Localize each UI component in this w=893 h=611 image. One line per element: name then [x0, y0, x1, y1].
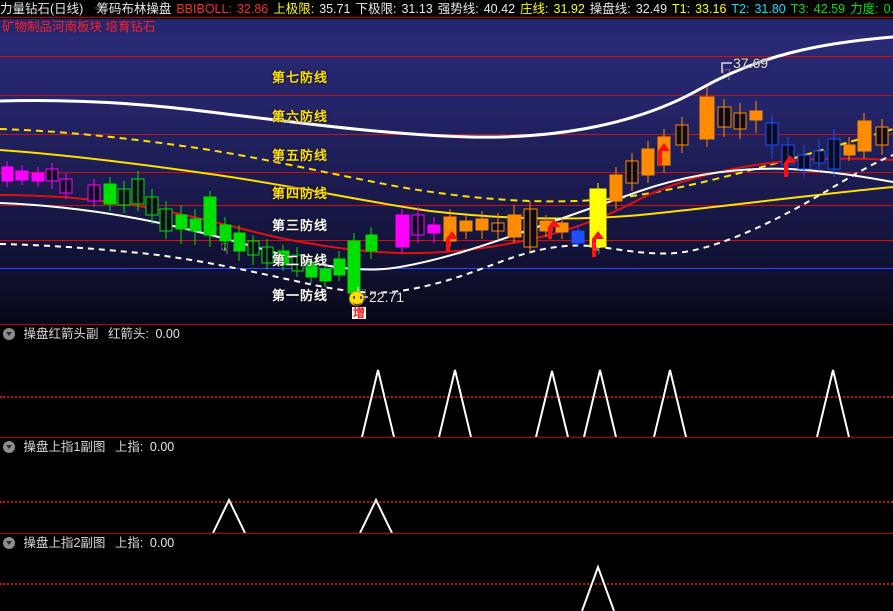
hand-cursor-icon-3: ☟ — [592, 241, 602, 258]
subpanel-upper-index-2-title[interactable]: 操盘上指2副图 — [23, 536, 106, 550]
field-control-line-value: 32.49 — [635, 1, 668, 16]
subpanel-red-arrow-threshold — [0, 396, 893, 398]
subpanel-upper-index-2-value: 0.00 — [149, 536, 175, 550]
defense-line-7 — [0, 56, 893, 57]
field-t3-label: T3: — [790, 1, 809, 16]
defense-line-label-6: 第六防线 — [272, 109, 329, 124]
price-callout-high: 37.69 — [733, 55, 769, 71]
field-upper-limit-label: 上极限: — [273, 1, 315, 16]
field-t1-label: T1: — [672, 1, 691, 16]
sector-ribbon: 矿物制品河南板块 培育钻石 — [0, 19, 893, 35]
price-callout-low: 22.71 — [369, 289, 405, 305]
subpanel-upper-index-1[interactable]: 操盘上指1副图 上指: 0.00 — [0, 437, 893, 533]
main-price-chart[interactable]: 矿物制品河南板块 培育钻石 — [0, 19, 893, 324]
chevron-down-circle-icon[interactable] — [3, 537, 15, 549]
subpanel-upper-index-1-series-label: 上指: — [114, 440, 144, 454]
hand-cursor-icon-4: ☟ — [722, 67, 732, 84]
subpanel-upper-index-2-threshold — [0, 583, 893, 585]
field-strong-line-value: 40.42 — [483, 1, 516, 16]
defense-line-3 — [0, 205, 893, 206]
subpanel-upper-index-1-threshold — [0, 501, 893, 503]
defense-line-label-7: 第七防线 — [272, 70, 329, 85]
smiley-marker-icon — [349, 291, 364, 306]
subpanel-red-arrow-plot — [361, 369, 850, 437]
subpanel-red-arrow-value: 0.00 — [155, 327, 180, 341]
defense-line-5 — [0, 134, 893, 135]
field-bbiboll-value: 32.86 — [236, 1, 269, 16]
subpanel-red-arrow[interactable]: 操盘红箭头副 红箭头: 0.00 — [0, 324, 893, 437]
defense-line-6 — [0, 95, 893, 96]
field-t3-value: 42.59 — [813, 1, 846, 16]
subpanel-upper-index-2-header: 操盘上指2副图 上指: 0.00 — [0, 533, 893, 552]
chevron-down-circle-icon[interactable] — [3, 441, 15, 453]
indicator-name[interactable]: 筹码布林操盘 — [96, 1, 172, 16]
subpanel-upper-index-1-title[interactable]: 操盘上指1副图 — [23, 440, 106, 454]
field-control-line-label: 操盘线: — [589, 1, 631, 16]
defense-line-label-3: 第三防线 — [272, 218, 329, 233]
defense-line-label-2: 第二防线 — [272, 253, 329, 268]
field-banker-line-value: 31.92 — [553, 1, 585, 16]
increase-marker: 增 — [352, 306, 367, 320]
subpanel-upper-index-2[interactable]: 操盘上指2副图 上指: 0.00 — [0, 533, 893, 611]
defense-line-label-5: 第五防线 — [272, 148, 329, 163]
field-bbiboll-label: BBIBOLL: — [176, 1, 232, 16]
field-strength-label: 力度: — [850, 1, 879, 16]
defense-line-label-4: 第四防线 — [272, 186, 329, 201]
subpanel-red-arrow-header: 操盘红箭头副 红箭头: 0.00 — [0, 324, 893, 343]
subpanel-upper-index-1-value: 0.00 — [149, 440, 175, 454]
field-t2-label: T2: — [731, 1, 750, 16]
defense-line-4 — [0, 172, 893, 173]
field-banker-line-label: 庄线: — [520, 1, 549, 16]
subpanel-red-arrow-title[interactable]: 操盘红箭头副 — [23, 327, 99, 341]
chevron-down-circle-icon[interactable] — [3, 328, 15, 340]
defense-line-1 — [0, 268, 893, 269]
field-t2-value: 31.80 — [754, 1, 786, 16]
chart-header-bar: 力量钻石(日线) 筹码布林操盘 BBIBOLL: 32.86 上极限: 35.7… — [0, 0, 893, 18]
subpanel-upper-index-2-series-label: 上指: — [114, 536, 144, 550]
subpanel-red-arrow-series-label: 红箭头: — [107, 327, 149, 341]
field-strength-value: 0.01 — [883, 1, 893, 16]
defense-line-label-1: 第一防线 — [272, 288, 329, 303]
hand-cursor-icon-1: ☟ — [220, 241, 230, 258]
symbol-title[interactable]: 力量钻石(日线) — [0, 1, 84, 16]
field-t1-value: 33.16 — [695, 1, 727, 16]
subpanel-upper-index-1-plot — [212, 497, 393, 533]
hand-cursor-icon-2: ☟ — [358, 287, 368, 304]
field-lower-limit-value: 31.13 — [401, 1, 433, 16]
field-strong-line-label: 强势线: — [437, 1, 479, 16]
field-upper-limit-value: 35.71 — [319, 1, 351, 16]
subpanel-upper-index-1-header: 操盘上指1副图 上指: 0.00 — [0, 437, 893, 456]
field-lower-limit-label: 下极限: — [355, 1, 397, 16]
subpanel-upper-index-2-plot — [581, 564, 615, 611]
